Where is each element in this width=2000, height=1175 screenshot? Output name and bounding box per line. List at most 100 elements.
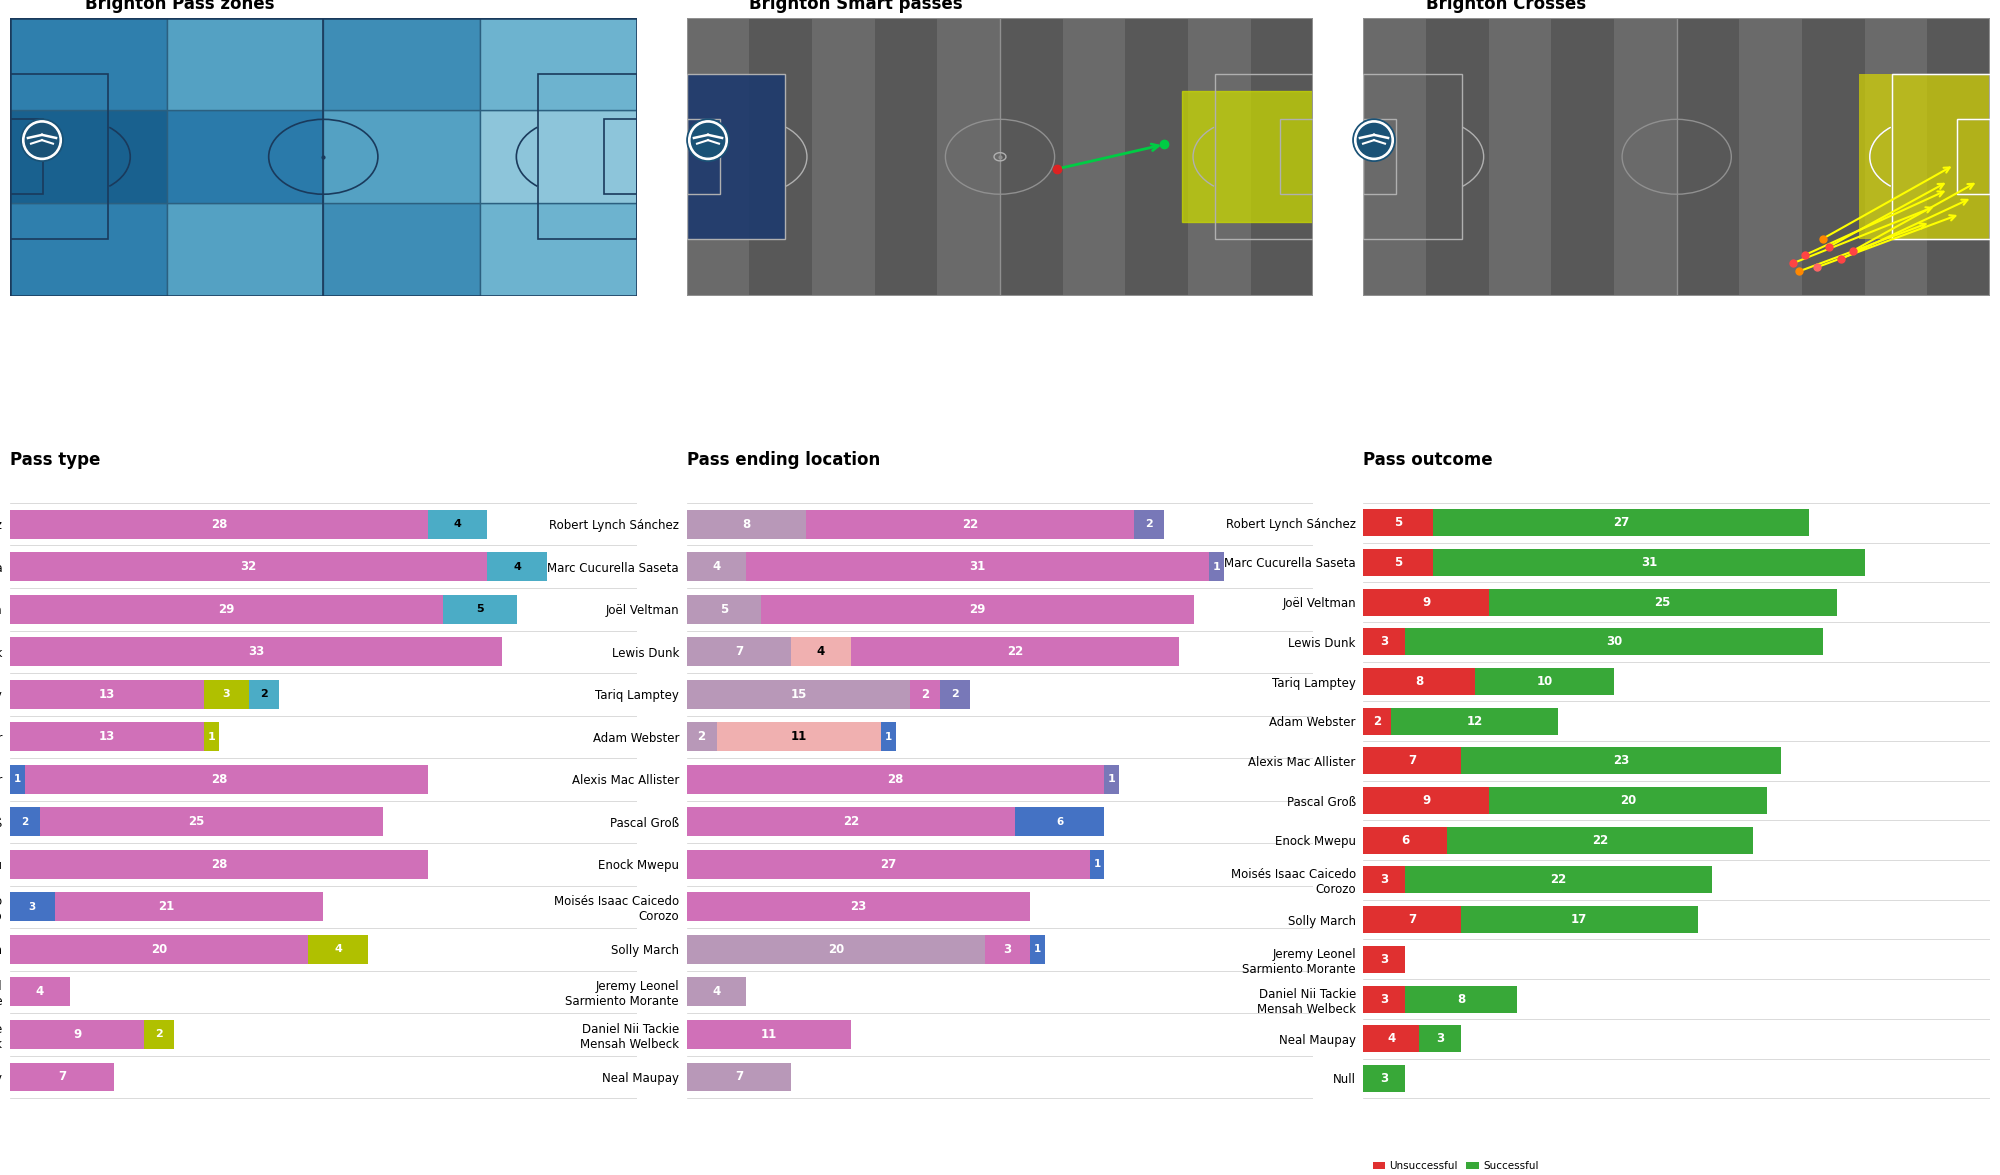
Circle shape (22, 121, 62, 160)
Bar (1364, 707, 1392, 734)
Text: 25: 25 (188, 815, 204, 828)
Bar (686, 120, 720, 194)
Text: 3: 3 (1380, 873, 1388, 886)
Circle shape (688, 121, 728, 160)
Bar (686, 510, 806, 538)
Bar (1188, 18, 1250, 296)
Bar (1000, 18, 1062, 296)
Text: 2: 2 (260, 690, 268, 699)
Bar (1062, 18, 1126, 296)
Text: 12: 12 (1466, 714, 1482, 727)
Bar (10, 1062, 114, 1092)
Text: 31: 31 (1640, 556, 1656, 569)
Text: 22: 22 (1550, 873, 1566, 886)
Bar (10, 120, 42, 194)
Bar (480, 18, 636, 110)
Text: 7: 7 (1408, 754, 1416, 767)
Bar (1364, 120, 1396, 194)
Bar (1126, 18, 1188, 296)
Bar (686, 807, 1014, 837)
Text: 15: 15 (790, 687, 806, 700)
Text: 22: 22 (1592, 834, 1608, 847)
Bar (10, 893, 54, 921)
Bar (686, 1062, 792, 1092)
Text: 3: 3 (28, 902, 36, 912)
Text: 28: 28 (210, 773, 228, 786)
Bar (1434, 549, 1864, 576)
Bar (1858, 74, 1990, 240)
Bar (1364, 866, 1406, 893)
Text: 22: 22 (842, 815, 858, 828)
Circle shape (686, 119, 730, 161)
Text: 1: 1 (884, 732, 892, 741)
Text: 7: 7 (734, 1070, 742, 1083)
Bar (1426, 18, 1488, 296)
Bar (910, 680, 940, 709)
Text: 27: 27 (880, 858, 896, 871)
Bar (10, 18, 166, 110)
Bar (0, 140, 10, 174)
Bar (938, 18, 1000, 296)
Bar (324, 203, 480, 296)
Bar (1434, 509, 1808, 536)
Bar (1364, 986, 1406, 1013)
Bar (10, 74, 108, 240)
Text: 32: 32 (240, 560, 256, 573)
Text: 13: 13 (98, 687, 116, 700)
Circle shape (20, 119, 64, 161)
Bar (686, 1020, 850, 1049)
Bar (686, 978, 746, 1007)
Bar (480, 203, 636, 296)
Text: 10: 10 (1536, 676, 1552, 689)
Bar (686, 765, 1104, 794)
Bar (686, 18, 750, 296)
Bar (686, 552, 746, 582)
Text: 23: 23 (850, 900, 866, 913)
Text: 6: 6 (1056, 817, 1064, 827)
Bar (750, 18, 812, 296)
Bar (1614, 18, 1676, 296)
Circle shape (1358, 123, 1390, 157)
Bar (940, 680, 970, 709)
Bar (1676, 18, 1740, 296)
Bar (1182, 92, 1314, 222)
Text: 11: 11 (790, 731, 806, 744)
Bar (10, 595, 442, 624)
Text: 2: 2 (1374, 714, 1382, 727)
Bar (1014, 807, 1104, 837)
Bar (686, 74, 786, 240)
Bar (686, 935, 986, 964)
Text: Brighton Pass zones: Brighton Pass zones (86, 0, 274, 13)
Bar (1364, 509, 1434, 536)
Text: 13: 13 (98, 731, 116, 744)
Bar (716, 723, 880, 751)
Bar (10, 978, 70, 1007)
Text: 33: 33 (248, 645, 264, 658)
Bar (806, 510, 1134, 538)
Text: 1: 1 (14, 774, 22, 785)
Bar (1090, 850, 1104, 879)
Bar (1406, 629, 1822, 656)
Text: 4: 4 (334, 945, 342, 954)
Bar (1280, 120, 1314, 194)
Bar (10, 110, 166, 203)
Bar (204, 723, 218, 751)
Circle shape (26, 123, 58, 157)
Bar (1420, 1026, 1460, 1052)
Bar (442, 595, 518, 624)
Text: 2: 2 (156, 1029, 164, 1040)
Text: 2: 2 (922, 687, 930, 700)
Text: 22: 22 (1006, 645, 1024, 658)
Bar (1364, 1026, 1420, 1052)
Bar (686, 850, 1090, 879)
Bar (762, 595, 1194, 624)
Bar (1364, 629, 1406, 656)
Text: 4: 4 (712, 560, 720, 573)
Bar (1460, 906, 1698, 933)
Text: 30: 30 (1606, 636, 1622, 649)
Text: 4: 4 (712, 986, 720, 999)
Bar (166, 18, 324, 110)
Bar (324, 110, 480, 203)
Bar (986, 935, 1030, 964)
Bar (1208, 552, 1224, 582)
